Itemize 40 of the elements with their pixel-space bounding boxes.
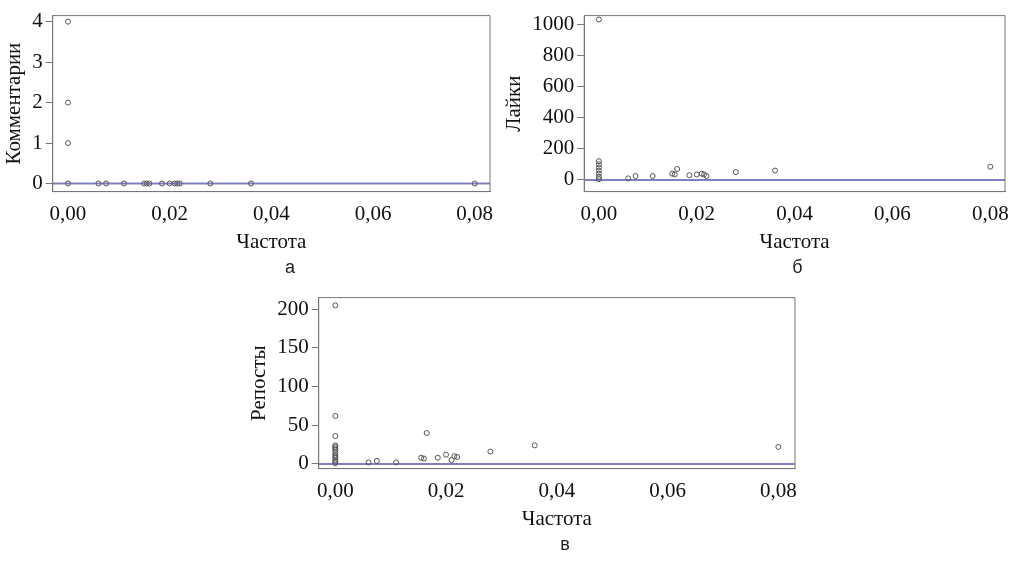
y-tick-label: 4 — [32, 8, 44, 33]
y-tick-label: 0 — [298, 450, 309, 475]
y-tick-label: 0 — [32, 170, 43, 195]
y-tick-label: 0 — [563, 166, 575, 191]
x-axis-title: Частота — [521, 505, 593, 530]
y-tick-label: 2 — [32, 89, 43, 114]
y-tick-label: 3 — [32, 48, 43, 73]
x-tick-label: 0,08 — [971, 200, 1009, 225]
y-tick-label: 400 — [542, 104, 575, 129]
x-tick-label: 0,04 — [252, 200, 291, 225]
x-tick-label: 0,00 — [580, 200, 618, 225]
y-tick-label: 1000 — [532, 10, 575, 35]
x-tick-label: 0,02 — [678, 200, 716, 225]
text: а — [284, 257, 296, 278]
y-tick-label: 800 — [542, 41, 575, 66]
y-tick-label: 50 — [287, 411, 309, 436]
x-tick-label: 0,08 — [760, 477, 797, 502]
x-axis-title: Частота — [759, 228, 831, 253]
x-tick-label: 0,06 — [354, 200, 392, 225]
y-tick-label: 150 — [277, 334, 309, 359]
y-axis-title: Лайки — [501, 75, 526, 132]
y-tick-label: 200 — [277, 295, 309, 320]
y-tick-label: 100 — [277, 373, 309, 398]
x-axis-title: Частота — [236, 228, 308, 253]
x-tick-label: 0,00 — [316, 477, 354, 502]
y-tick-label: 200 — [542, 135, 575, 160]
x-tick-label: 0,06 — [649, 477, 686, 502]
x-tick-label: 0,08 — [456, 200, 494, 225]
y-axis-title: Комментарии — [1, 42, 26, 165]
x-tick-label: 0,04 — [776, 200, 814, 225]
y-tick-label: 1 — [32, 129, 43, 154]
text: б — [791, 257, 804, 278]
x-tick-label: 0,04 — [538, 477, 576, 502]
x-tick-label: 0,00 — [49, 200, 87, 225]
x-tick-label: 0,06 — [874, 200, 911, 225]
y-axis-title: Репосты — [246, 345, 271, 421]
x-tick-label: 0,02 — [427, 477, 465, 502]
x-tick-label: 0,02 — [151, 200, 189, 225]
y-tick-label: 600 — [542, 72, 575, 97]
text: в — [559, 534, 571, 555]
